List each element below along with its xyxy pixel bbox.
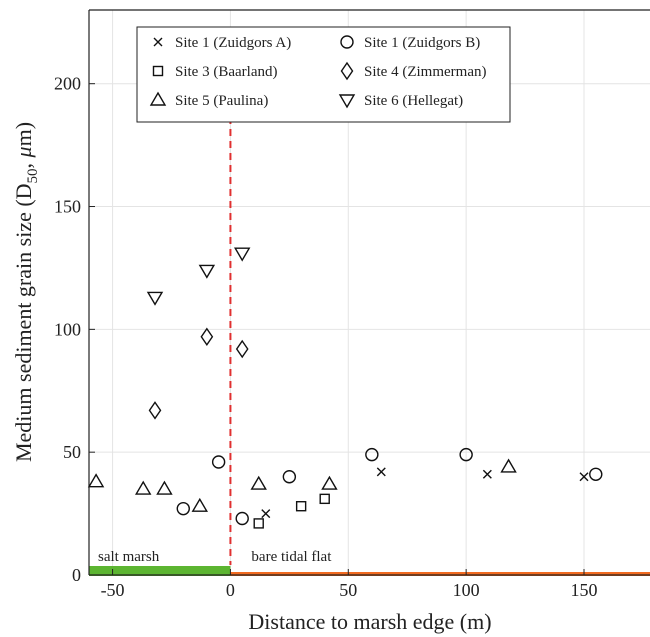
y-axis-ticks: 0 50 100 150 200 — [54, 74, 95, 585]
y-tick-label: 200 — [54, 74, 81, 94]
legend-label: Site 6 (Hellegat) — [364, 93, 463, 109]
legend-label: Site 5 (Paulina) — [175, 93, 268, 109]
x-tick-label: 150 — [571, 580, 598, 600]
data-point — [589, 467, 603, 481]
legend-label: Site 3 (Baarland) — [175, 64, 277, 80]
data-point — [500, 458, 517, 473]
x-axis-ticks: -50 0 50 100 150 — [101, 569, 598, 600]
data-point — [459, 447, 473, 462]
data-point — [295, 501, 307, 512]
y-axis-label: Medium sediment grain size (D50, μm) — [11, 122, 41, 462]
region-label: salt marsh — [98, 549, 160, 565]
region-labels: salt marsh bare tidal flat — [98, 549, 332, 565]
legend-label: Site 1 (Zuidgors A) — [175, 35, 291, 51]
legend-box — [136, 26, 511, 123]
x-tick-label: 100 — [453, 580, 480, 600]
data-point — [87, 473, 105, 488]
data-point — [148, 401, 162, 420]
data-point — [176, 501, 190, 516]
data-point — [579, 472, 589, 482]
legend-marker — [338, 94, 356, 109]
legend-marker — [340, 35, 354, 49]
data-point — [191, 497, 209, 512]
legend-marker — [152, 65, 164, 77]
legend-marker — [340, 61, 354, 81]
data-point — [233, 247, 251, 262]
data-point — [146, 291, 164, 306]
data-point — [376, 467, 386, 477]
legend: Site 1 (Zuidgors A) Site 1 (Zuidgors B) Si… — [136, 26, 511, 123]
data-point — [200, 327, 214, 346]
data-point — [235, 339, 249, 359]
y-tick-label: 150 — [54, 197, 81, 217]
data-point — [282, 470, 297, 484]
x-tick-label: 50 — [339, 580, 357, 600]
data-point — [134, 480, 152, 495]
data-point — [198, 264, 216, 279]
x-tick-label: 0 — [226, 580, 235, 600]
x-tick-label: -50 — [101, 580, 125, 600]
region-bar — [230, 572, 650, 576]
data-point — [211, 455, 226, 469]
x-axis-label: Distance to marsh edge (m) — [248, 609, 491, 634]
data-point — [319, 493, 330, 505]
data-point — [250, 475, 267, 490]
legend-label: Site 1 (Zuidgors B) — [364, 35, 480, 51]
legend-label: Site 4 (Zimmerman) — [364, 64, 486, 80]
data-point — [253, 518, 264, 529]
region-bars — [89, 566, 650, 576]
data-point — [365, 447, 379, 462]
legend-marker — [153, 37, 163, 47]
data-points — [87, 247, 603, 529]
region-bar — [89, 566, 231, 576]
region-label: bare tidal flat — [251, 549, 332, 565]
data-point — [261, 509, 271, 519]
data-point — [156, 480, 173, 495]
legend-marker — [149, 91, 167, 106]
data-point — [235, 511, 249, 526]
y-tick-label: 50 — [63, 442, 81, 462]
y-tick-label: 0 — [72, 565, 81, 585]
y-tick-label: 100 — [54, 319, 81, 339]
data-point — [321, 475, 338, 490]
data-point — [482, 469, 492, 479]
